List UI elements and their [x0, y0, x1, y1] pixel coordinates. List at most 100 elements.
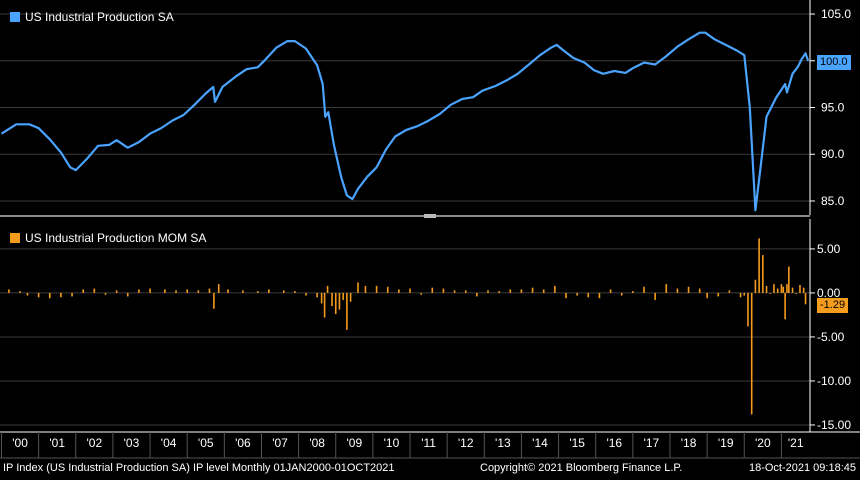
bottom-y-tick-label: -5.00 [817, 330, 845, 344]
bottom-y-tick-label: -15.00 [817, 418, 851, 432]
mom-bar [769, 292, 772, 294]
mom-bar [375, 285, 378, 293]
mom-bar [242, 290, 244, 293]
x-tick-label: '12 [458, 436, 474, 450]
top-last-value-tag: 100.0 [817, 55, 851, 70]
top-legend-swatch [10, 12, 20, 22]
bottom-legend: US Industrial Production MOM SA [10, 231, 206, 245]
mom-bar [782, 286, 785, 293]
mom-bar [747, 292, 749, 327]
mom-bar [126, 292, 129, 297]
mom-bar [687, 286, 690, 293]
footer-timestamp: 18-Oct-2021 09:18:45 [748, 462, 856, 474]
x-tick-label: '06 [235, 436, 251, 450]
mom-bar [609, 289, 612, 293]
industrial-production-mom-bars [8, 238, 807, 415]
mom-bar [357, 282, 359, 293]
mom-bar [773, 284, 775, 293]
mom-bar [48, 292, 51, 299]
mom-bar [464, 290, 467, 293]
top-y-tick-label: 90.0 [821, 147, 845, 161]
x-tick-label: '02 [87, 436, 103, 450]
mom-bar [82, 289, 84, 293]
mom-bar [294, 291, 296, 293]
mom-bar [643, 286, 645, 293]
mom-bar [498, 291, 500, 293]
mom-bar [799, 285, 801, 293]
mom-bar [60, 292, 62, 298]
top-panel-y-axis: 85.0 90.0 95.0 100.0 105.0 [809, 0, 851, 215]
mom-bar [331, 292, 333, 307]
footer-description: IP Index (US Industrial Production SA) I… [3, 462, 395, 474]
mom-bar [197, 290, 200, 293]
top-y-tick-label: 95.0 [821, 101, 845, 115]
mom-bar [786, 284, 788, 293]
x-tick-label: '15 [569, 436, 585, 450]
x-tick-label: '08 [309, 436, 325, 450]
mom-bar [520, 289, 523, 293]
x-tick-label: '10 [384, 436, 400, 450]
mom-bar [784, 292, 786, 320]
x-tick-label: '07 [272, 436, 288, 450]
mom-bar [19, 291, 21, 293]
x-tick-label: '09 [346, 436, 362, 450]
mom-bar [750, 292, 753, 415]
x-tick-label: '14 [532, 436, 548, 450]
mom-bar [349, 292, 352, 302]
mom-bar [227, 289, 229, 293]
mom-bar [717, 292, 720, 297]
bottom-y-tick-label: 0.00 [817, 286, 841, 300]
mom-bar [576, 292, 578, 296]
mom-bar [698, 288, 701, 293]
mom-bar [453, 290, 456, 293]
bottom-legend-swatch [10, 233, 20, 243]
mom-bar [208, 288, 211, 293]
x-tick-label: '13 [495, 436, 511, 450]
mom-bar [164, 289, 166, 293]
x-tick-label: '17 [644, 436, 660, 450]
mom-bar [323, 292, 326, 318]
mom-bar [487, 290, 489, 293]
series-line-industrial-production [0, 31, 810, 212]
top-legend-label: US Industrial Production SA [25, 10, 174, 24]
x-tick-label: '04 [161, 436, 177, 450]
panel-resize-handle[interactable] [424, 214, 436, 218]
x-tick-label: '20 [755, 436, 771, 450]
mom-bar [802, 287, 805, 293]
mom-bar [316, 292, 318, 298]
bottom-panel-gridlines [0, 248, 810, 426]
mom-bar [186, 289, 188, 293]
mom-bar [531, 287, 534, 293]
x-tick-label: '21 [788, 436, 804, 450]
mom-bar [754, 279, 757, 293]
mom-bar [268, 289, 270, 293]
mom-bar [776, 288, 779, 293]
x-tick-label: '16 [606, 436, 622, 450]
x-tick-label: '19 [718, 436, 734, 450]
mom-bar [791, 287, 794, 293]
x-tick-label: '05 [198, 436, 214, 450]
x-tick-label: '01 [49, 436, 65, 450]
mom-bar [431, 287, 434, 293]
x-axis: '00 '01 '02 '03 '04 '05 '06 '07 '08 '09 '10 '11 '12 '… [0, 431, 860, 459]
mom-bar [342, 292, 344, 300]
footer-copyright: Copyright© 2021 Bloomberg Finance L.P. [480, 462, 683, 474]
x-tick-label: '00 [12, 436, 28, 450]
x-tick-label: '11 [421, 436, 436, 450]
mom-bar [175, 290, 177, 293]
mom-bar [71, 292, 73, 297]
mom-bar [598, 292, 601, 299]
mom-bar [743, 292, 746, 296]
mom-bar [398, 289, 400, 293]
bottom-last-value-tag: -1.29 [817, 298, 849, 313]
mom-bar [256, 291, 259, 293]
top-y-tick-label: 85.0 [821, 194, 845, 208]
mom-bar [587, 292, 590, 298]
mom-bar [762, 255, 764, 293]
bottom-panel-y-axis: 5.00 0.00 -5.00 -10.00 -15.00 [809, 219, 851, 432]
mom-bar [420, 292, 422, 295]
x-tick-label: '18 [681, 436, 697, 450]
mom-bar [476, 292, 478, 297]
mom-bar [665, 284, 668, 293]
